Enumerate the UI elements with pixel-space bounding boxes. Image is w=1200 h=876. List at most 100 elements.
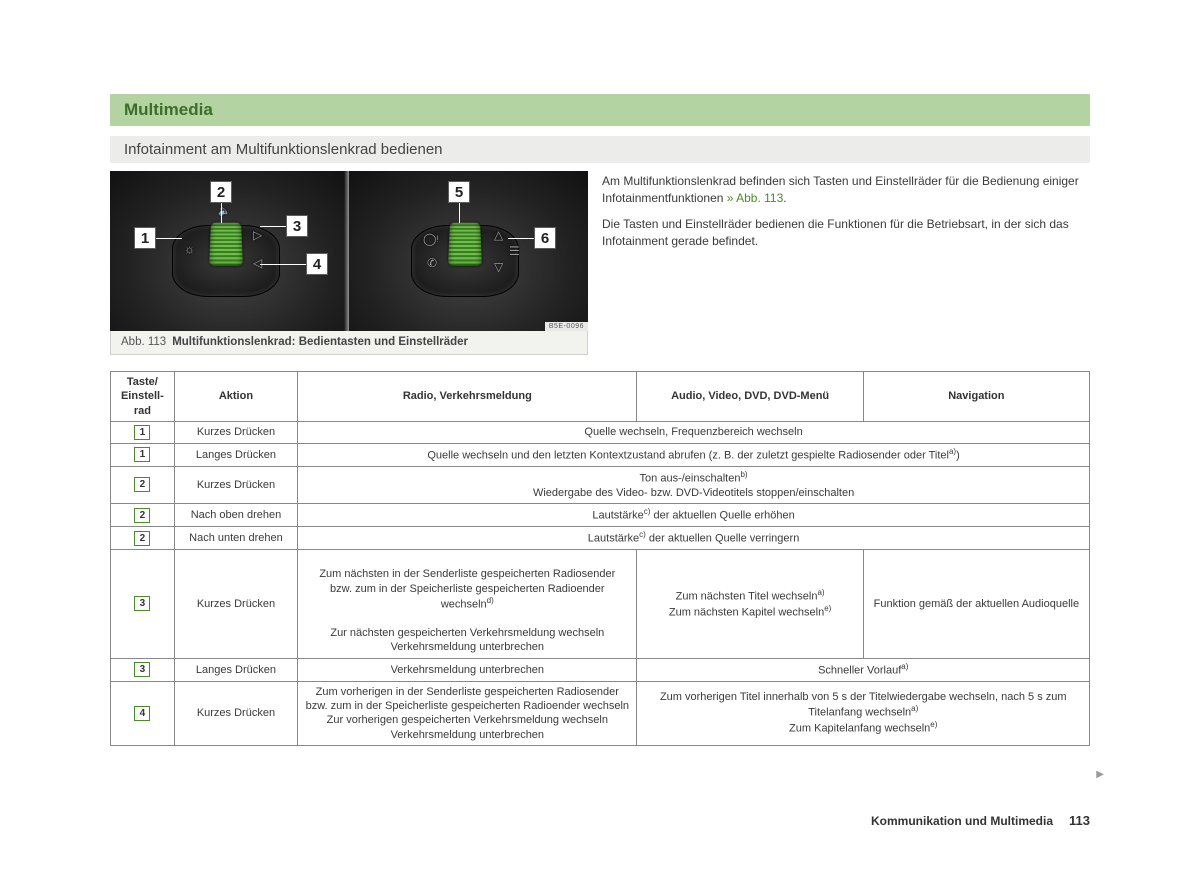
phone-icon: ✆ (427, 257, 437, 269)
button-badge: 1 (134, 425, 150, 440)
footer-page-number: 113 (1069, 813, 1090, 828)
cell-text: Lautstärke (588, 533, 639, 545)
button-badge: 1 (134, 447, 150, 462)
cell-merged: Ton aus-/einschaltenb) Wiedergabe des Vi… (298, 466, 1090, 503)
cell-nav: Funktion gemäß der aktuellen Audioquelle (863, 550, 1089, 659)
cell-action: Kurzes Drücken (174, 421, 297, 443)
cell-text: der aktuellen Quelle erhöhen (650, 510, 794, 522)
th-button: Taste/ Einstell- rad (111, 372, 175, 422)
table-row: 4 Kurzes Drücken Zum vorherigen in der S… (111, 681, 1090, 745)
cell-text: Wiedergabe des Video- bzw. DVD-Videotite… (533, 487, 854, 499)
cell-action: Nach unten drehen (174, 527, 297, 550)
sun-icon: ☼ (184, 243, 195, 255)
table-row: 3 Kurzes Drücken Zum nächsten in der Sen… (111, 550, 1090, 659)
table-row: 1 Kurzes Drücken Quelle wechseln, Freque… (111, 421, 1090, 443)
footnote-ref: a) (911, 704, 918, 713)
cell-text: Zum Kapitelanfang wechseln (789, 723, 930, 735)
footnote-ref: e) (930, 720, 937, 729)
cell-btn: 1 (111, 443, 175, 466)
button-badge: 3 (134, 596, 150, 611)
th-audio: Audio, Video, DVD, DVD-Menü (637, 372, 863, 422)
cell-audio-nav: Schneller Vorlaufa) (637, 658, 1090, 681)
side-p1-end: . (783, 191, 786, 205)
table-header-row: Taste/ Einstell- rad Aktion Radio, Verke… (111, 372, 1090, 422)
cell-audio-nav: Zum vorherigen Titel innerhalb von 5 s d… (637, 681, 1090, 745)
cell-btn: 4 (111, 681, 175, 745)
cell-text: ) (956, 450, 960, 462)
cell-text: Zum nächsten in der Senderliste gespeich… (319, 568, 615, 610)
steering-left-half: ☼ ▷ ◁ 🔈 (110, 171, 349, 331)
figure-caption: Abb. 113 Multifunktionslenkrad: Bedienta… (110, 331, 588, 355)
button-badge: 2 (134, 477, 150, 492)
left-scroll-wheel (209, 223, 243, 266)
continue-arrow-icon: ▶ (1096, 769, 1104, 780)
page-footer: Kommunikation und Multimedia 113 (871, 813, 1090, 828)
cell-btn: 2 (111, 527, 175, 550)
section-header: Multimedia (110, 94, 1090, 126)
cell-action: Kurzes Drücken (174, 466, 297, 503)
cell-action: Langes Drücken (174, 658, 297, 681)
prev-icon: ◁ (253, 257, 262, 269)
down-icon: ▽ (494, 261, 503, 273)
th-radio: Radio, Verkehrsmeldung (298, 372, 637, 422)
cell-radio: Zum nächsten in der Senderliste gespeich… (298, 550, 637, 659)
footnote-ref: a) (817, 588, 824, 597)
cell-action: Kurzes Drücken (174, 681, 297, 745)
button-badge: 2 (134, 531, 150, 546)
function-table: Taste/ Einstell- rad Aktion Radio, Verke… (110, 371, 1090, 746)
table-row: 2 Nach unten drehen Lautstärkec) der akt… (111, 527, 1090, 550)
cell-text: Schneller Vorlauf (818, 664, 901, 676)
cell-merged: Quelle wechseln und den letzten Kontextz… (298, 443, 1090, 466)
side-text: Am Multifunktionslenkrad befinden sich T… (602, 171, 1090, 355)
side-p1-text: Am Multifunktionslenkrad befinden sich T… (602, 174, 1079, 205)
cell-text: Zum vorherigen Titel innerhalb von 5 s d… (660, 691, 1067, 719)
cell-action: Nach oben drehen (174, 504, 297, 527)
figure-cross-ref: » Abb. 113 (727, 191, 784, 205)
footer-section: Kommunikation und Multimedia (871, 814, 1053, 828)
cell-text: Lautstärke (592, 510, 643, 522)
cell-text: Zum nächsten Kapitel wechseln (669, 607, 824, 619)
steering-right-half: ◯ᵎ ✆ △ ▽ ☰ (349, 171, 588, 331)
side-paragraph-2: Die Tasten und Einstellräder bedienen di… (602, 216, 1090, 251)
cell-action: Langes Drücken (174, 443, 297, 466)
table-head: Taste/ Einstell- rad Aktion Radio, Verke… (111, 372, 1090, 422)
cell-btn: 3 (111, 550, 175, 659)
up-icon: △ (494, 229, 503, 241)
page: Multimedia Infotainment am Multifunktion… (0, 0, 1200, 876)
cell-text: der aktuellen Quelle verringern (646, 533, 799, 545)
figure-title: Multifunktionslenkrad: Bedientasten und … (172, 336, 468, 348)
cell-btn: 1 (111, 421, 175, 443)
cell-btn: 3 (111, 658, 175, 681)
table-row: 2 Nach oben drehen Lautstärkec) der aktu… (111, 504, 1090, 527)
footnote-ref: c) (639, 530, 646, 539)
cell-radio: Zum vorherigen in der Senderliste gespei… (298, 681, 637, 745)
speaker-icon: 🔈 (218, 207, 230, 217)
th-navigation: Navigation (863, 372, 1089, 422)
cell-btn: 2 (111, 466, 175, 503)
table-row: 3 Langes Drücken Verkehrsmeldung unterbr… (111, 658, 1090, 681)
button-badge: 4 (134, 706, 150, 721)
list-icon: ☰ (509, 245, 520, 257)
cell-text: Zum nächsten Titel wechseln (676, 591, 818, 603)
cell-merged: Quelle wechseln, Frequenzbereich wechsel… (298, 421, 1090, 443)
cell-text: Ton aus-/einschalten (640, 473, 741, 485)
subsection-header: Infotainment am Multifunktionslenkrad be… (110, 136, 1090, 163)
figure-image: ☼ ▷ ◁ 🔈 ◯ᵎ ✆ △ ▽ ☰ B5E-0096 (110, 171, 588, 331)
figure-number: Abb. 113 (121, 336, 166, 348)
button-badge: 3 (134, 662, 150, 677)
side-paragraph-1: Am Multifunktionslenkrad befinden sich T… (602, 173, 1090, 208)
cell-btn: 2 (111, 504, 175, 527)
image-code: B5E-0096 (545, 322, 588, 331)
right-scroll-wheel (448, 223, 482, 266)
footnote-ref: a) (901, 662, 908, 671)
figure-block: ☼ ▷ ◁ 🔈 ◯ᵎ ✆ △ ▽ ☰ B5E-0096 (110, 171, 588, 355)
voice-icon: ◯ᵎ (423, 233, 438, 245)
footnote-ref: b) (740, 470, 747, 479)
cell-action: Kurzes Drücken (174, 550, 297, 659)
cell-audio: Zum nächsten Titel wechselna) Zum nächst… (637, 550, 863, 659)
footnote-ref: d) (487, 596, 494, 605)
cell-merged: Lautstärkec) der aktuellen Quelle verrin… (298, 527, 1090, 550)
next-icon: ▷ (253, 229, 262, 241)
table-row: 2 Kurzes Drücken Ton aus-/einschaltenb) … (111, 466, 1090, 503)
top-row: ☼ ▷ ◁ 🔈 ◯ᵎ ✆ △ ▽ ☰ B5E-0096 (110, 171, 1090, 355)
